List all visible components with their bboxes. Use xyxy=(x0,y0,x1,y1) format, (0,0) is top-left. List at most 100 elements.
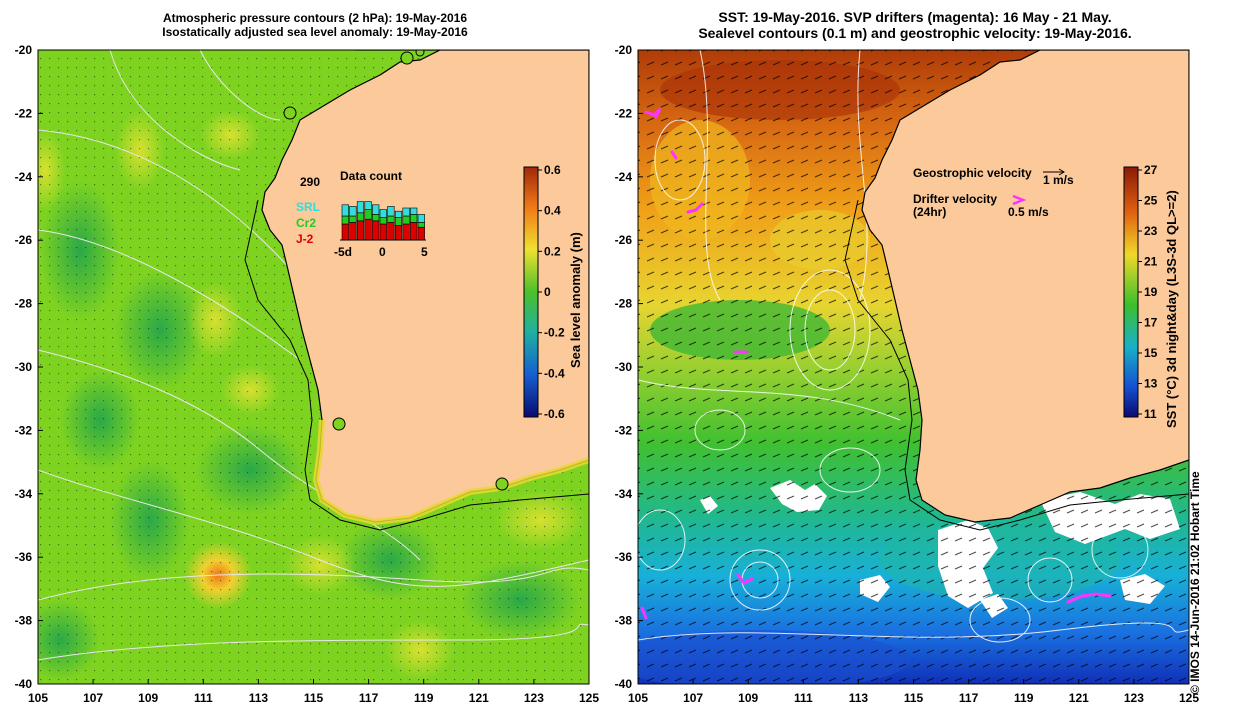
sst-cbar-tick-label: 23 xyxy=(1144,224,1158,238)
right-x-tick-label: 109 xyxy=(738,691,758,705)
inset-bar-segment xyxy=(402,207,410,217)
right-x-tick-label: 125 xyxy=(1179,691,1199,705)
sealevel-contours xyxy=(638,50,1189,643)
inset-bar-segment xyxy=(387,215,395,223)
inset-bar-segment xyxy=(349,206,357,217)
legend-srl: SRL xyxy=(296,200,320,214)
left-title-line1: Atmospheric pressure contours (2 hPa): 1… xyxy=(162,11,468,25)
left-x-tick-label: 113 xyxy=(249,691,269,705)
inset-bar-segment xyxy=(372,214,380,222)
inset-bar-segment xyxy=(379,223,387,241)
right-y-tick-label: -34 xyxy=(615,487,633,501)
left-x-tick-label: 111 xyxy=(194,691,213,705)
left-x-tick-label: 109 xyxy=(138,691,158,705)
sst-cbar-tick-label: 19 xyxy=(1144,285,1158,299)
inset-bar-segment xyxy=(341,215,349,225)
right-y-tick-label: -32 xyxy=(615,423,633,437)
sla-cbar-tick-label: -0.4 xyxy=(544,366,565,380)
left-x-tick-label: 121 xyxy=(469,691,489,705)
sst-cbar-tick-label: 11 xyxy=(1144,407,1157,421)
drifter-label: Drifter velocity xyxy=(913,192,997,206)
sst-cbar-tick-label: 27 xyxy=(1144,163,1158,177)
inset-bar-segment xyxy=(402,223,410,241)
right-y-tick-label: -22 xyxy=(615,106,633,120)
left-y-tick-label: -38 xyxy=(15,614,33,628)
left-y-tick-label: -32 xyxy=(15,423,33,437)
legend-j2: J-2 xyxy=(296,232,314,246)
left-y-tick-label: -30 xyxy=(15,360,33,374)
sla-cbar-tick-label: -0.2 xyxy=(544,326,565,340)
inset-axis-label-end: 5 xyxy=(421,245,428,259)
sla-cbar-tick-label: 0.4 xyxy=(544,204,561,218)
legend-cr2: Cr2 xyxy=(296,216,316,230)
right-title-line1: SST: 19-May-2016. SVP drifters (magenta)… xyxy=(718,9,1112,25)
left-map xyxy=(38,50,589,684)
right-y-tick-label: -38 xyxy=(615,614,633,628)
right-x-tick-label: 111 xyxy=(794,691,813,705)
sst-cbar-tick-label: 17 xyxy=(1144,316,1158,330)
right-y-tick-label: -40 xyxy=(615,677,633,691)
right-x-tick-label: 115 xyxy=(904,691,924,705)
inset-bar-segment xyxy=(356,220,365,241)
sst-cbar-tick-label: 21 xyxy=(1144,255,1158,269)
sst-colorbar: 27 25 23 21 19 17 15 13 11 SST (°C) 3d night&day… xyxy=(1123,163,1179,428)
inset-bar-segment xyxy=(372,204,380,215)
left-x-tick-label: 115 xyxy=(304,691,324,705)
data-count-inset: Data count 290 SRL Cr2 J-2 -5d 0 5 xyxy=(296,169,428,259)
sla-coastal-band xyxy=(312,419,589,526)
sst-colorbar-label: SST (°C) 3d night&day (L3S-3d QL>=2) xyxy=(1164,190,1179,428)
inset-bar-segment xyxy=(417,214,425,223)
inset-bar-segment xyxy=(410,214,418,223)
inset-bar-segment xyxy=(364,218,372,241)
drifter-sub: (24hr) xyxy=(913,205,946,219)
inset-bar-segment xyxy=(379,217,387,225)
inset-bar-segment xyxy=(379,209,387,218)
right-map xyxy=(638,50,1189,684)
sla-cbar-tick-label: 0.2 xyxy=(544,244,561,258)
inset-bar-segment xyxy=(402,215,410,225)
pressure-contours xyxy=(38,50,589,661)
left-y-tick-label: -36 xyxy=(15,550,33,564)
left-x-tick-label: 117 xyxy=(359,691,379,705)
inset-bar-segment xyxy=(387,206,395,217)
right-y-tick-label: -20 xyxy=(615,43,633,57)
left-y-tick-label: -34 xyxy=(15,487,33,501)
right-title-line2: Sealevel contours (0.1 m) and geostrophi… xyxy=(698,25,1132,41)
right-x-tick-label: 119 xyxy=(1014,691,1034,705)
right-x-tick-label: 107 xyxy=(683,691,703,705)
shelf-contour-right xyxy=(844,199,1189,531)
velocity-legend: Geostrophic velocity 1 m/s Drifter veloc… xyxy=(913,166,1074,219)
right-y-tick-label: -24 xyxy=(615,170,633,184)
geostrophic-scale: 1 m/s xyxy=(1043,173,1074,187)
inset-bar-segment xyxy=(364,201,372,210)
inset-bar-segment xyxy=(349,215,357,223)
sla-colorbar: 0.6 0.4 0.2 0 -0.2 -0.4 -0.6 Sea level anomaly… xyxy=(523,163,583,421)
inset-axis-label-mid: 0 xyxy=(379,245,386,259)
australia-landmass-right xyxy=(861,50,1189,523)
tide-gauge-markers xyxy=(283,50,509,491)
left-x-tick-label: 123 xyxy=(524,691,544,705)
geostrophic-arrowhead-icon xyxy=(1058,168,1065,176)
inset-title: Data count xyxy=(340,169,402,183)
left-y-tick-label: -24 xyxy=(15,170,33,184)
inset-bar-segment xyxy=(394,210,403,218)
right-x-tick-label: 123 xyxy=(1124,691,1144,705)
inset-bar-segment xyxy=(356,212,365,222)
inset-bar-segment xyxy=(364,209,372,220)
inset-bar-segment xyxy=(356,201,365,214)
right-y-tick-label: -36 xyxy=(615,550,633,564)
inset-bar-segment xyxy=(349,222,357,241)
inset-bar-segment xyxy=(417,222,425,228)
sla-cbar-tick-label: 0.6 xyxy=(544,163,561,177)
right-y-tick-label: -30 xyxy=(615,360,633,374)
right-x-tick-label: 113 xyxy=(849,691,869,705)
right-x-tick-label: 121 xyxy=(1069,691,1089,705)
imos-credit: © IMOS 14-Jun-2016 21:02 Hobart Time xyxy=(1188,471,1202,694)
drifter-scale: 0.5 m/s xyxy=(1008,205,1049,219)
inset-bar-segment xyxy=(410,207,418,215)
sst-cbar-tick-label: 15 xyxy=(1144,346,1158,360)
inset-bar-segment xyxy=(341,223,349,241)
shelf-contour-left xyxy=(244,199,589,531)
